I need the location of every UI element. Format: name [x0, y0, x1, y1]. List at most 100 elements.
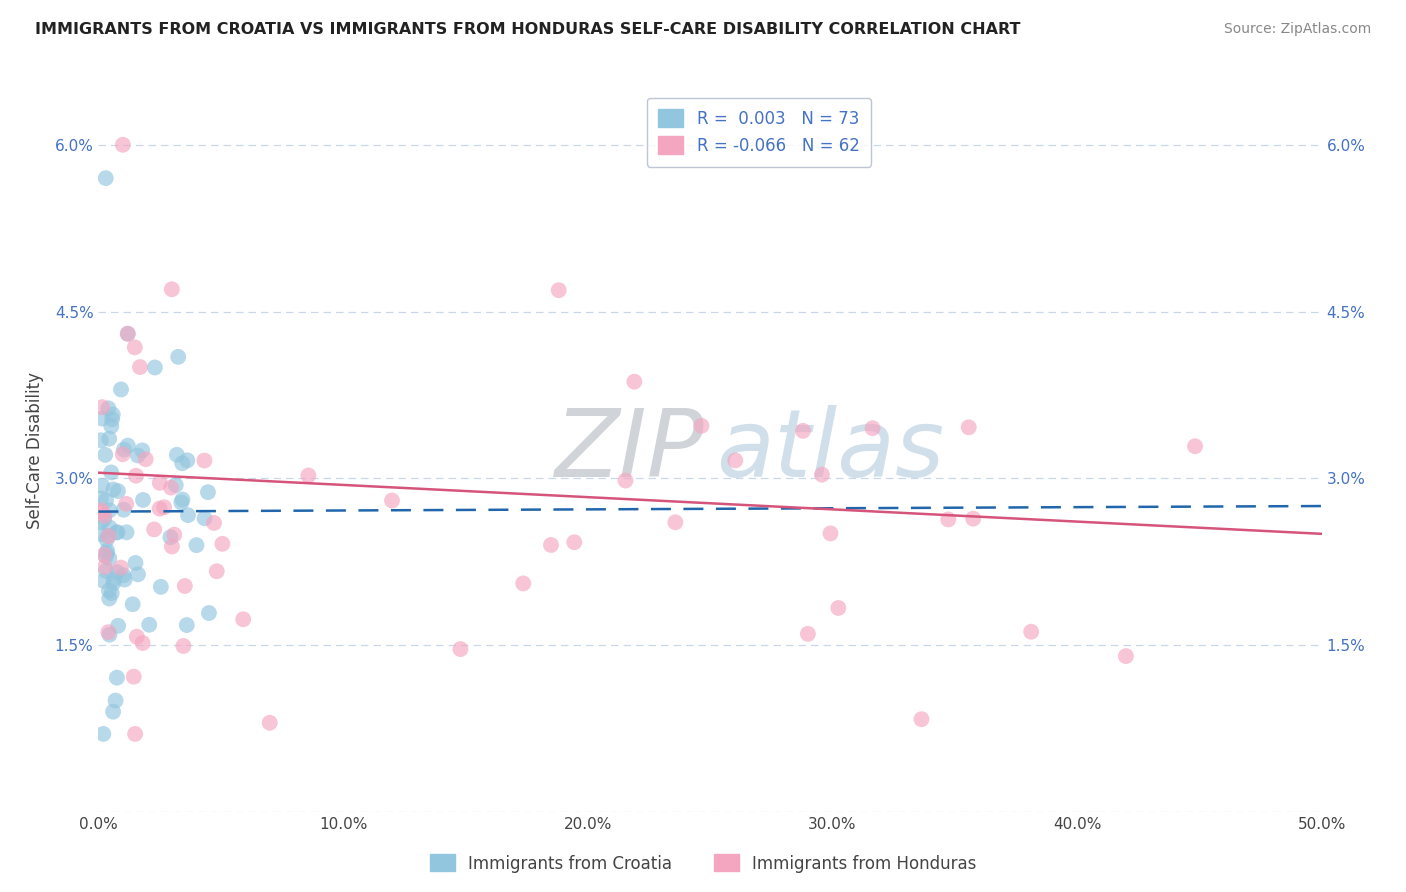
Text: IMMIGRANTS FROM CROATIA VS IMMIGRANTS FROM HONDURAS SELF-CARE DISABILITY CORRELA: IMMIGRANTS FROM CROATIA VS IMMIGRANTS FR… — [35, 22, 1021, 37]
Point — [259, 715, 281, 730]
Point — [172, 456, 194, 470]
Point — [811, 467, 834, 482]
Point — [540, 538, 562, 552]
Text: ZIP: ZIP — [554, 405, 704, 496]
Point — [936, 512, 959, 526]
Point — [98, 432, 121, 446]
Point — [124, 727, 146, 741]
Point — [98, 503, 121, 517]
Point — [562, 535, 585, 549]
Point — [173, 579, 195, 593]
Point — [125, 630, 148, 644]
Point — [117, 326, 139, 341]
Legend: R =  0.003   N = 73, R = -0.066   N = 62: R = 0.003 N = 73, R = -0.066 N = 62 — [647, 97, 872, 167]
Point — [125, 468, 148, 483]
Point — [90, 491, 112, 506]
Point — [792, 424, 814, 438]
Point — [100, 466, 122, 480]
Point — [91, 411, 114, 425]
Point — [177, 508, 200, 523]
Point — [97, 625, 120, 640]
Point — [172, 639, 194, 653]
Point — [131, 636, 153, 650]
Point — [211, 537, 233, 551]
Point — [1019, 624, 1042, 639]
Point — [160, 540, 183, 554]
Point — [186, 538, 208, 552]
Point — [90, 516, 112, 530]
Point — [131, 443, 153, 458]
Point — [90, 434, 112, 448]
Point — [91, 479, 114, 493]
Point — [198, 606, 221, 620]
Point — [547, 283, 569, 297]
Point — [149, 475, 172, 490]
Point — [104, 693, 127, 707]
Point — [90, 503, 112, 517]
Point — [103, 576, 125, 591]
Point — [127, 449, 149, 463]
Point — [202, 516, 225, 530]
Point — [166, 448, 188, 462]
Point — [121, 597, 143, 611]
Point — [98, 520, 121, 534]
Point — [97, 401, 120, 416]
Point — [90, 527, 112, 541]
Point — [135, 452, 157, 467]
Point — [176, 618, 198, 632]
Point — [205, 564, 228, 578]
Point — [107, 525, 129, 540]
Point — [101, 705, 124, 719]
Point — [94, 559, 117, 574]
Point — [149, 580, 172, 594]
Text: atlas: atlas — [716, 405, 945, 496]
Point — [93, 574, 115, 588]
Point — [96, 546, 118, 560]
Point — [91, 400, 114, 414]
Point — [159, 530, 181, 544]
Point — [91, 506, 114, 520]
Point — [862, 421, 884, 435]
Point — [449, 642, 471, 657]
Point — [96, 533, 118, 547]
Point — [1184, 439, 1206, 453]
Point — [105, 671, 128, 685]
Point — [143, 522, 166, 536]
Point — [97, 583, 120, 598]
Point — [91, 727, 114, 741]
Point — [957, 420, 980, 434]
Point — [820, 526, 842, 541]
Point — [827, 601, 849, 615]
Legend: Immigrants from Croatia, Immigrants from Honduras: Immigrants from Croatia, Immigrants from… — [423, 847, 983, 880]
Point — [172, 492, 194, 507]
Point — [163, 527, 186, 541]
Point — [107, 484, 129, 499]
Point — [193, 453, 215, 467]
Point — [153, 500, 176, 515]
Point — [103, 483, 125, 497]
Point — [107, 619, 129, 633]
Point — [111, 137, 134, 152]
Point — [512, 576, 534, 591]
Point — [112, 502, 135, 516]
Point — [165, 478, 187, 492]
Point — [117, 439, 139, 453]
Point — [193, 511, 215, 525]
Point — [112, 442, 135, 457]
Point — [724, 453, 747, 467]
Point — [94, 493, 117, 508]
Point — [124, 340, 146, 354]
Point — [103, 573, 125, 587]
Point — [129, 360, 152, 375]
Point — [160, 481, 183, 495]
Point — [105, 565, 128, 579]
Point — [664, 515, 686, 529]
Point — [98, 628, 121, 642]
Point — [96, 543, 118, 558]
Point — [110, 383, 132, 397]
Point — [176, 453, 198, 467]
Point — [170, 495, 193, 509]
Text: Source: ZipAtlas.com: Source: ZipAtlas.com — [1223, 22, 1371, 37]
Point — [112, 568, 135, 582]
Point — [105, 525, 128, 540]
